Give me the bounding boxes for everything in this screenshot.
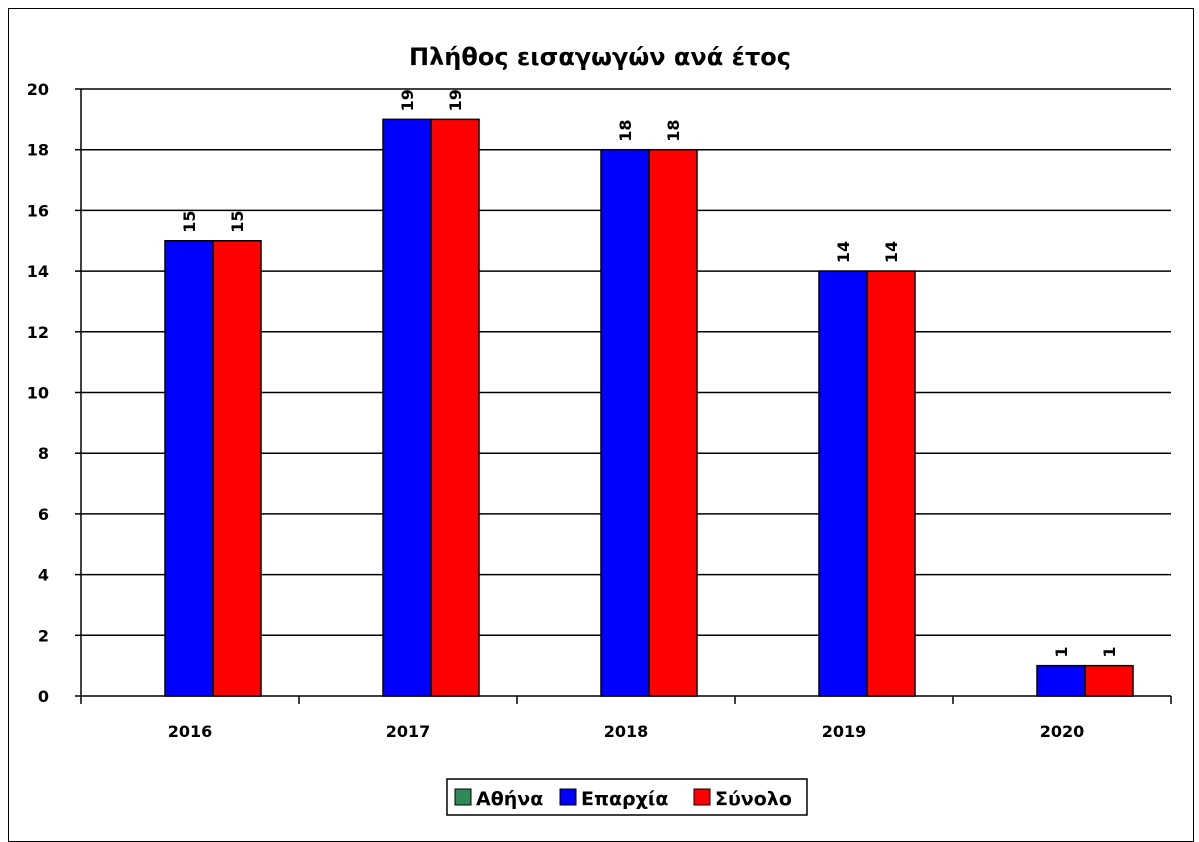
- legend-label: Αθήνα: [476, 788, 543, 810]
- y-tick-label: 6: [38, 505, 49, 524]
- y-tick-label: 18: [27, 141, 49, 160]
- y-tick-label: 4: [38, 566, 49, 585]
- bar: [648, 148, 698, 697]
- y-tick-label: 0: [38, 687, 49, 706]
- data-label: 19: [398, 89, 417, 111]
- x-tick-label: 2016: [168, 722, 213, 741]
- legend-box: [446, 778, 808, 816]
- data-label: 18: [616, 119, 635, 141]
- chart-title: Πλήθος εισαγωγών ανά έτος: [409, 43, 791, 71]
- data-label: 18: [664, 119, 683, 141]
- legend-swatch: [454, 788, 472, 806]
- data-label: 14: [882, 241, 901, 263]
- legend-swatch: [693, 788, 711, 806]
- bar: [430, 118, 480, 697]
- data-label: 14: [834, 241, 853, 263]
- y-tick-label: 14: [27, 262, 49, 281]
- bar: [600, 148, 650, 697]
- bar: [1036, 664, 1086, 697]
- data-label: 1: [1052, 647, 1071, 658]
- legend-label: Επαρχία: [581, 788, 668, 810]
- data-label: 15: [228, 210, 247, 232]
- bar: [866, 270, 916, 697]
- bar: [382, 118, 432, 697]
- data-labels: 15 15 19 19 18 18 14 14 1 1: [180, 89, 1119, 658]
- x-tick-label: 2018: [604, 722, 649, 741]
- bar: [818, 270, 868, 697]
- x-tick-label: 2020: [1040, 722, 1085, 741]
- bar: [1084, 664, 1134, 697]
- axes: 0 2 4 6 8 10 12 14 16 18 20 2016 2017 2018 2019 2020: [27, 80, 1172, 741]
- y-tick-label: 2: [38, 626, 49, 645]
- y-tick-label: 20: [27, 80, 49, 99]
- x-tick-label: 2019: [822, 722, 867, 741]
- data-label: 1: [1100, 647, 1119, 658]
- y-tick-label: 8: [38, 444, 49, 463]
- bars: [164, 118, 1134, 697]
- bar: [212, 240, 262, 697]
- bar: [164, 240, 214, 697]
- y-tick-label: 12: [27, 323, 49, 342]
- x-tick-label: 2017: [386, 722, 431, 741]
- data-label: 19: [446, 89, 465, 111]
- y-tick-label: 10: [27, 384, 49, 403]
- data-label: 15: [180, 210, 199, 232]
- y-tick-label: 16: [27, 201, 49, 220]
- legend-label: Σύνολο: [715, 788, 792, 810]
- legend-swatch: [559, 788, 577, 806]
- legend: Αθήνα Επαρχία Σύνολο: [446, 778, 808, 816]
